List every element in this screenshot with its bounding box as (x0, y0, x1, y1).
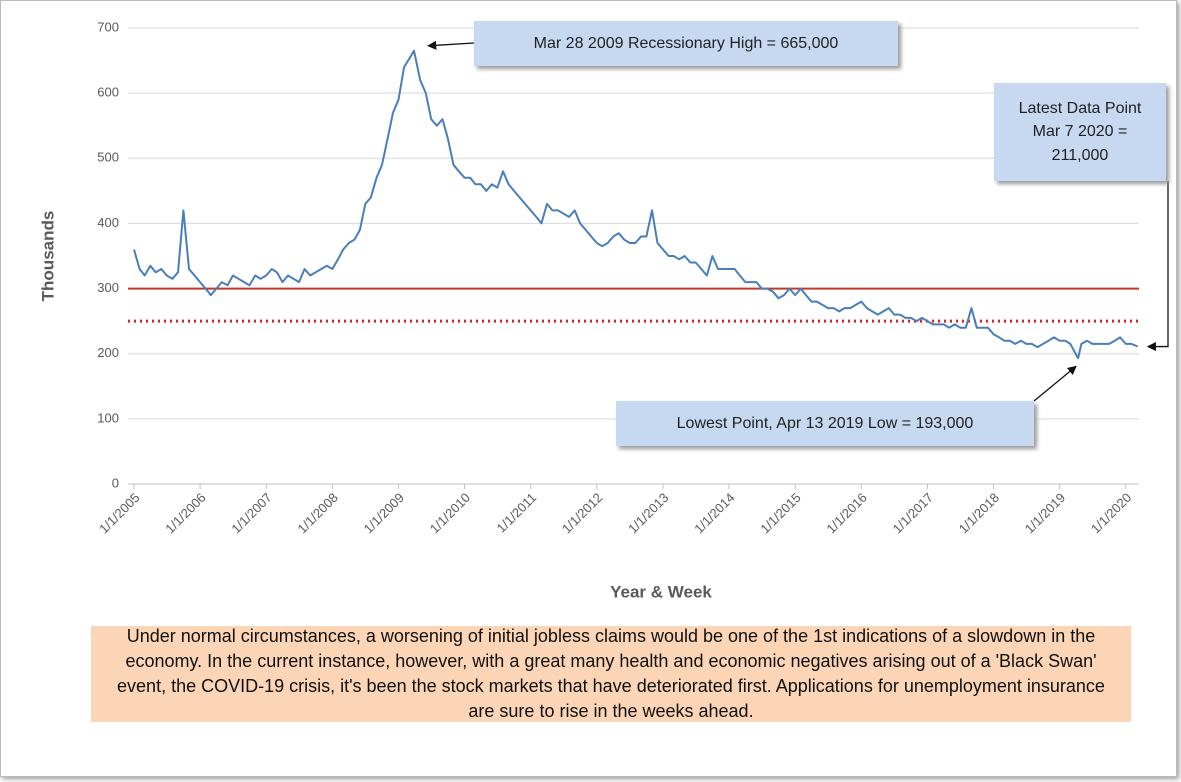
x-tick-label: 1/1/2012 (559, 490, 605, 536)
annotation: Mar 28 2009 Recessionary High = 665,000 (474, 21, 898, 66)
annotation: Lowest Point, Apr 13 2019 Low = 193,000 (616, 401, 1034, 446)
x-tick-label: 1/1/2018 (956, 490, 1002, 536)
x-axis-label: Year & Week (610, 582, 712, 601)
y-tick-label: 600 (97, 85, 119, 100)
x-tick-label: 1/1/2011 (494, 490, 540, 536)
x-tick-label: 1/1/2016 (823, 490, 869, 536)
y-tick-label: 0 (112, 475, 119, 490)
note: Under normal circumstances, a worsening … (91, 626, 1131, 722)
annotation-arrow (1146, 181, 1169, 352)
annotation-arrow (427, 40, 475, 50)
y-tick-label: 100 (97, 410, 119, 425)
y-tick-label: 700 (97, 19, 119, 34)
y-tick-label: 500 (97, 150, 119, 165)
x-tick-label: 1/1/2007 (228, 490, 274, 536)
y-tick-label: 300 (97, 280, 119, 295)
annotation-arrow (1033, 365, 1077, 402)
x-tick-label: 1/1/2015 (757, 490, 803, 536)
x-tick-label: 1/1/2009 (361, 490, 407, 536)
x-tick-label: 1/1/2006 (162, 490, 208, 536)
series-line (133, 49, 1139, 360)
y-tick-label: 200 (97, 345, 119, 360)
x-tick-label: 1/1/2008 (295, 490, 341, 536)
annotation: Latest Data Point Mar 7 2020 = 211,000 (994, 83, 1166, 181)
x-tick-label: 1/1/2014 (691, 490, 737, 536)
x-tick-label: 1/1/2010 (427, 490, 473, 536)
y-axis-label: Thousands (38, 211, 57, 302)
x-tick-label: 1/1/2020 (1088, 490, 1134, 536)
x-tick-label: 1/1/2019 (1022, 490, 1068, 536)
x-tick-label: 1/1/2017 (890, 490, 936, 536)
x-tick-label: 1/1/2005 (96, 490, 142, 536)
x-tick-label: 1/1/2013 (625, 490, 671, 536)
y-tick-label: 400 (97, 215, 119, 230)
